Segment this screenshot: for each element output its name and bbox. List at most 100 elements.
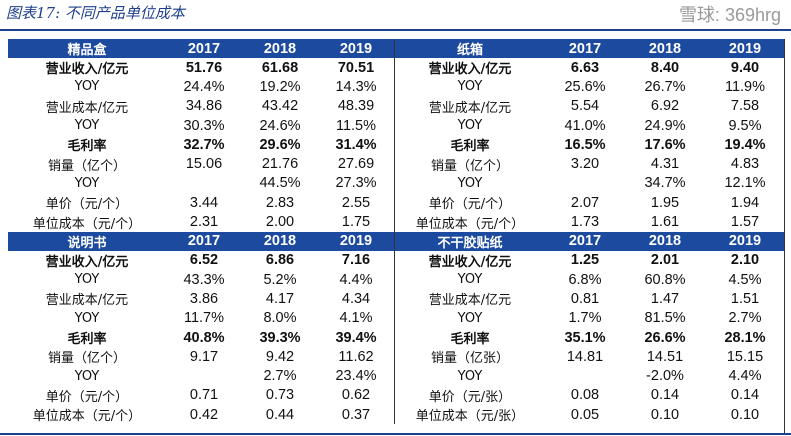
row-label: 销量（亿个） (47, 351, 126, 367)
year-header: 2018 (648, 233, 682, 250)
cell-value: 1.25 (570, 252, 600, 269)
cell-value: 0.44 (265, 406, 295, 423)
cell-value: 24.4% (183, 78, 225, 95)
row-label: 销量（亿张） (430, 351, 509, 367)
table-row: YOY 24.4% 19.2% 14.3% (8, 77, 394, 96)
row-label: YOY (457, 368, 483, 384)
cell-value: 51.76 (185, 59, 223, 76)
table-row: 单价（元/张） 0.08 0.14 0.14 (395, 386, 785, 405)
cell-value: 27.69 (337, 156, 375, 173)
cell-value: 9.17 (189, 348, 219, 365)
row-label: YOY (457, 272, 483, 288)
cell-value: 11.5% (335, 117, 377, 134)
cell-value: 5.54 (570, 98, 600, 115)
row-label: 营业收入/亿元 (45, 254, 129, 270)
table-row: 单价（元/个） 2.07 1.95 1.94 (395, 193, 785, 213)
cell-value: 1.57 (730, 214, 760, 231)
table-row: YOY 11.7% 8.0% 4.1% (8, 309, 394, 328)
product-cost-table: 精品盒 2017 2018 2019 营业收入/亿元 51.76 61.68 70.51 Y… (8, 39, 785, 425)
cell-value: 39.3% (259, 329, 301, 346)
cell-value: 2.7% (728, 310, 762, 327)
cell-value: 28.1% (724, 329, 766, 346)
row-label: 单价（元/个） (45, 197, 129, 213)
table-row: 单位成本（元/个） 0.42 0.44 0.37 (8, 405, 394, 425)
table-row: YOY 44.5% 27.3% (8, 174, 394, 193)
row-label: YOY (74, 118, 100, 134)
cell-value: 11.9% (724, 78, 766, 95)
cell-value: 27.3% (335, 175, 377, 192)
table-row: 营业成本/亿元 34.86 43.42 48.39 (8, 97, 394, 116)
cell-value: 0.05 (570, 406, 600, 423)
row-label: 销量（亿个） (430, 158, 509, 174)
cell-value: 2.07 (570, 194, 600, 211)
table-row: 单位成本（元/张） 0.05 0.10 0.10 (395, 405, 785, 425)
row-label: YOY (74, 79, 100, 95)
cell-value: 24.6% (259, 117, 301, 134)
table-row: 单价（元/个） 3.44 2.83 2.55 (8, 193, 394, 213)
watermark: 雪球: 369hrg (678, 5, 781, 25)
cell-value: 0.10 (650, 406, 680, 423)
cell-value: 15.06 (185, 156, 223, 173)
row-label: 营业收入/亿元 (428, 254, 512, 270)
year-header: 2017 (568, 40, 602, 57)
cell-value: 17.6% (644, 136, 686, 153)
cell-value: 48.39 (337, 98, 375, 115)
cell-value: 6.8% (568, 271, 602, 288)
cell-value: 16.5% (564, 136, 606, 153)
cell-value: 43.3% (183, 271, 225, 288)
cell-value: 19.4% (724, 136, 766, 153)
cell-value: 3.86 (189, 290, 219, 307)
cell-value: 26.6% (644, 329, 686, 346)
table-row: YOY 30.3% 24.6% 11.5% (8, 116, 394, 135)
row-label: 单位成本（元/个） (32, 409, 142, 425)
cell-value: 34.7% (644, 175, 686, 192)
cell-value: 4.83 (730, 156, 760, 173)
year-header: 2019 (339, 233, 373, 250)
table-row: YOY -2.0% 4.4% (395, 366, 785, 385)
row-label: 营业收入/亿元 (45, 62, 129, 78)
year-header: 2017 (187, 40, 221, 57)
cell-value: 44.5% (259, 175, 301, 192)
table-row: 营业收入/亿元 51.76 61.68 70.51 (8, 58, 394, 78)
table-row: 营业收入/亿元 1.25 2.01 2.10 (395, 251, 785, 270)
table-header: 精品盒 2017 2018 2019 (8, 39, 394, 58)
cell-value: 35.1% (564, 329, 606, 346)
cell-value: -2.0% (646, 368, 684, 385)
table-section: 说明书 2017 2018 2019 营业收入/亿元 6.52 6.86 7.16 YOY 4… (8, 231, 785, 425)
year-header: 2019 (339, 40, 373, 57)
table-row: 毛利率 35.1% 26.6% 28.1% (395, 328, 785, 348)
cell-value: 9.40 (730, 59, 760, 76)
cell-value: 6.86 (265, 252, 295, 269)
cell-value: 25.6% (564, 78, 606, 95)
cell-value: 0.14 (650, 387, 680, 404)
cell-value: 12.1% (724, 175, 766, 192)
cell-value: 4.31 (650, 156, 680, 173)
table-header: 纸箱 2017 2018 2019 (395, 39, 785, 58)
table-row: 销量（亿个） 9.17 9.42 11.62 (8, 347, 394, 367)
cell-value: 21.76 (261, 156, 299, 173)
cell-value: 15.15 (726, 348, 764, 365)
row-label: 营业收入/亿元 (428, 62, 512, 78)
cell-value: 2.01 (650, 252, 680, 269)
cell-value: 1.73 (570, 214, 600, 231)
product-name: 纸箱 (456, 43, 483, 58)
cell-value: 1.75 (341, 214, 371, 231)
row-label: 销量（亿个） (47, 158, 126, 174)
row-label: 单价（元/个） (45, 389, 129, 405)
row-label: 营业成本/亿元 (428, 100, 512, 116)
row-label: 单价（元/个） (428, 197, 512, 213)
product-table: 精品盒 2017 2018 2019 营业收入/亿元 51.76 61.68 70.51 Y… (8, 39, 394, 232)
row-label: YOY (74, 175, 100, 191)
cell-value: 3.20 (570, 156, 600, 173)
table-row: YOY 43.3% 5.2% 4.4% (8, 270, 394, 289)
table-row: 销量（亿个） 15.06 21.76 27.69 (8, 154, 394, 174)
row-label: 毛利率 (67, 332, 107, 347)
cell-value: 70.51 (337, 59, 375, 76)
table-row: YOY 41.0% 24.9% 9.5% (395, 116, 785, 135)
year-header: 2019 (728, 233, 762, 250)
cell-value: 1.51 (730, 290, 760, 307)
cell-value: 14.81 (566, 348, 604, 365)
cell-value: 43.42 (261, 98, 299, 115)
table-row: 营业收入/亿元 6.63 8.40 9.40 (395, 58, 785, 78)
row-label: 营业成本/亿元 (428, 293, 512, 309)
